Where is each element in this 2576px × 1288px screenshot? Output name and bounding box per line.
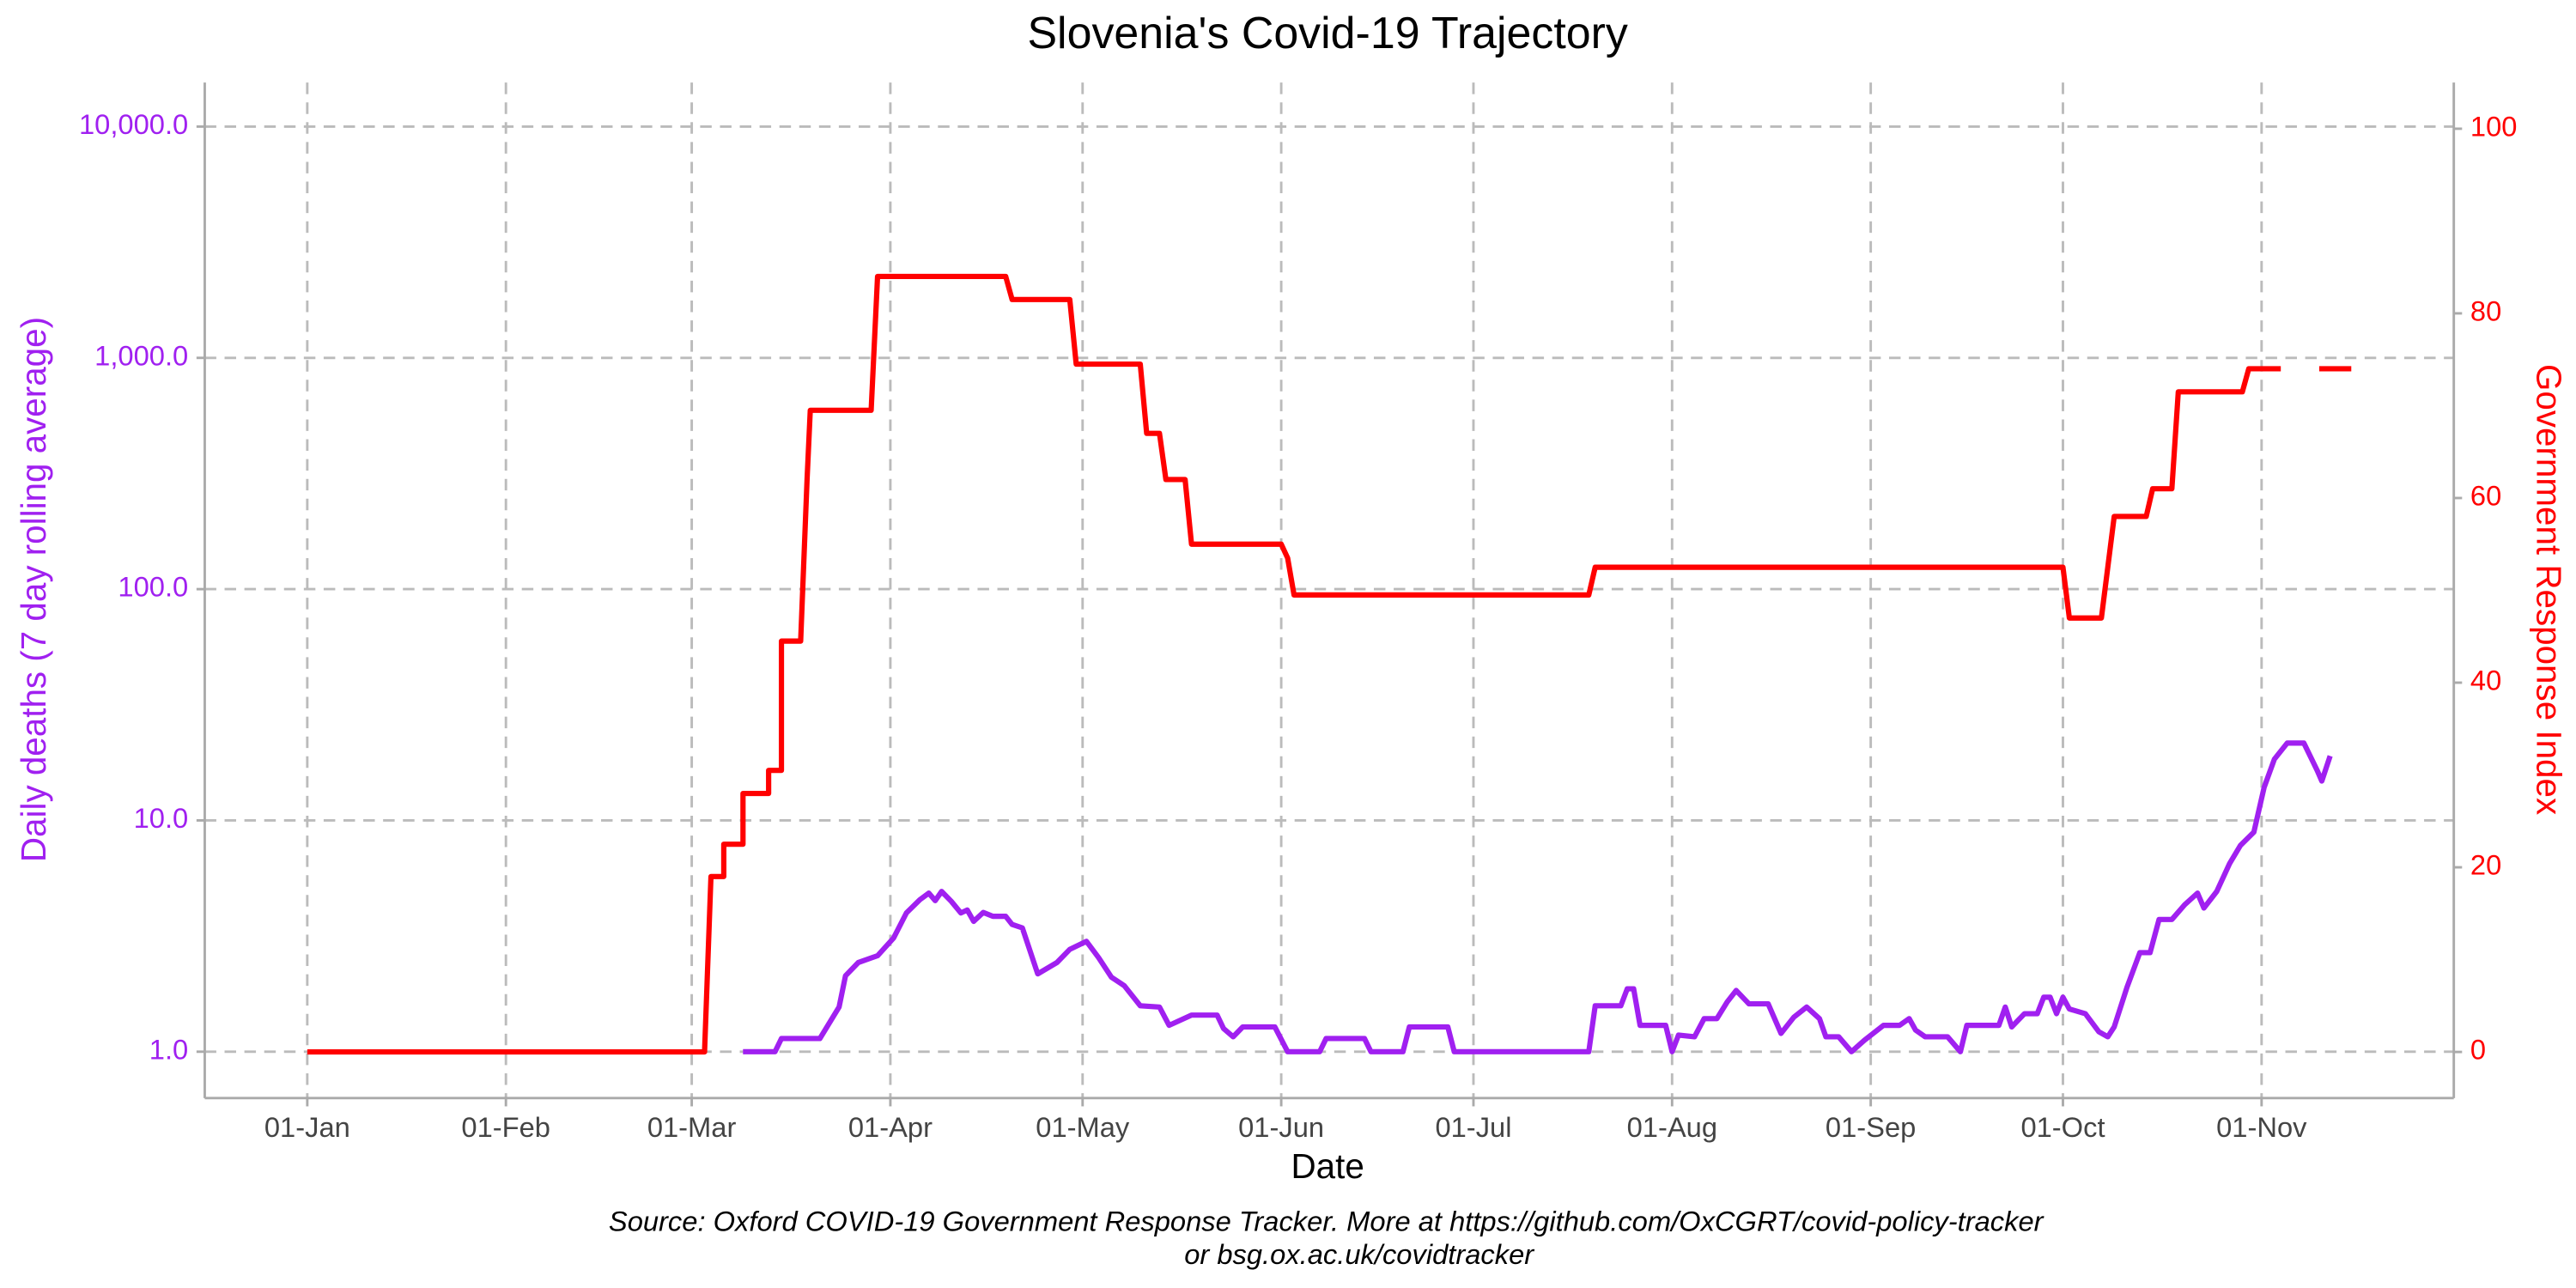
y2-tick-label: 60 — [2470, 480, 2501, 512]
x-tick-label: 01-Sep — [1826, 1111, 1916, 1143]
chart-title: Slovenia's Covid-19 Trajectory — [1027, 9, 1627, 58]
y-tick-label: 1,000.0 — [94, 339, 188, 371]
y2-axis-label: Government Response Index — [2530, 364, 2569, 815]
y2-tick-label: 40 — [2470, 665, 2501, 696]
x-tick-label: 01-Aug — [1627, 1111, 1717, 1143]
caption: or bsg.ox.ac.uk/covidtracker — [1184, 1238, 1534, 1270]
x-tick-label: 01-Jul — [1435, 1111, 1511, 1143]
caption: Source: Oxford COVID-19 Government Respo… — [609, 1206, 2044, 1237]
series-line — [743, 740, 2333, 1054]
y2-tick-label: 0 — [2470, 1034, 2486, 1066]
x-tick-label: 01-Jun — [1238, 1111, 1324, 1143]
y-tick-label: 1.0 — [149, 1033, 188, 1065]
series-line — [307, 273, 2352, 1055]
x-tick-label: 01-Feb — [461, 1111, 550, 1143]
x-tick-label: 01-Oct — [2020, 1111, 2105, 1143]
y-tick-label: 10.0 — [134, 802, 189, 834]
y-axis-label: Daily deaths (7 day rolling average) — [14, 317, 53, 862]
y-tick-label: 100.0 — [118, 571, 188, 603]
x-tick-label: 01-Nov — [2216, 1111, 2307, 1143]
y2-tick-label: 80 — [2470, 295, 2501, 327]
y-tick-label: 10,000.0 — [79, 108, 188, 140]
x-tick-label: 01-Apr — [848, 1111, 933, 1143]
y2-tick-label: 100 — [2470, 111, 2518, 143]
x-axis-label: Date — [1291, 1146, 1364, 1186]
plot-area — [307, 273, 2352, 1055]
x-tick-label: 01-Jan — [264, 1111, 350, 1143]
y2-tick-label: 20 — [2470, 849, 2501, 881]
x-tick-label: 01-Mar — [647, 1111, 737, 1143]
grid: 01-Jan 01-Feb 01-Mar 01-Apr 01-May 01-Jun 01-J… — [79, 82, 2517, 1143]
x-tick-label: 01-May — [1036, 1111, 1130, 1143]
